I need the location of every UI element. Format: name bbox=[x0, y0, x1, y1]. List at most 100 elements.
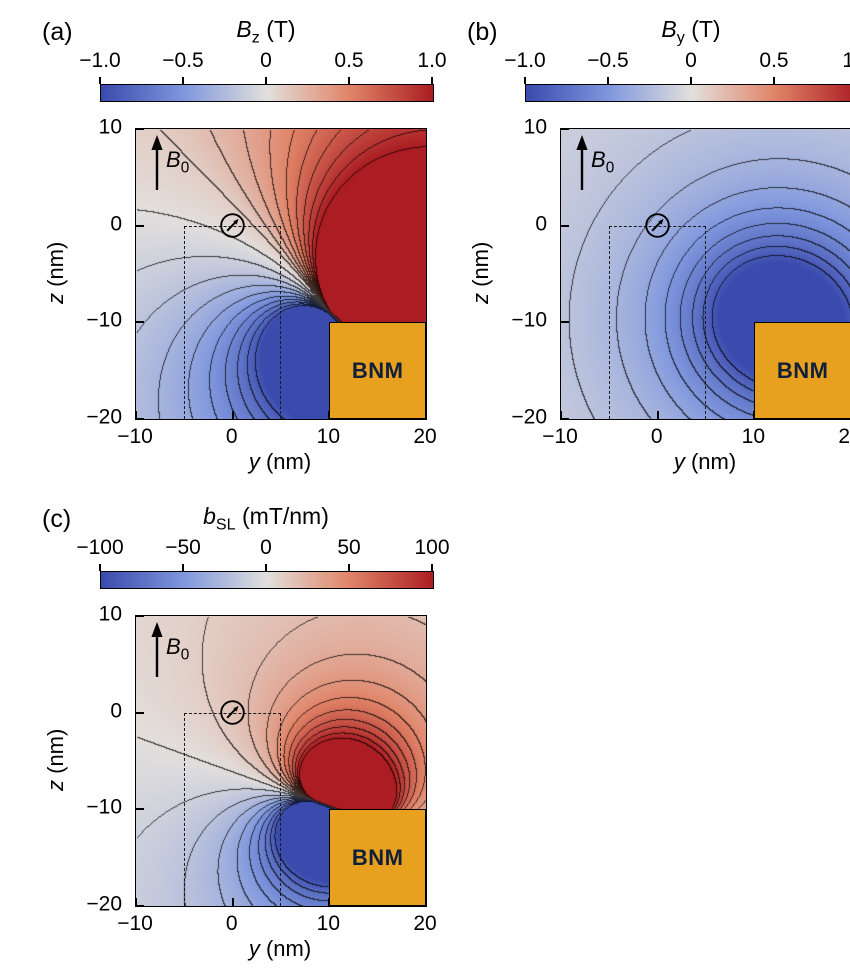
plot-area: BNM B0 bbox=[135, 615, 427, 907]
colorbar-tick bbox=[524, 77, 526, 84]
panel-a: (a) Bz (T) −1.0 −0.5 0 0.5 1.0 BNM B0 10 0 −10… bbox=[40, 16, 465, 481]
bnm-block: BNM bbox=[329, 809, 426, 906]
colorbar-tick-marks bbox=[99, 564, 433, 571]
colorbar-tick-marks bbox=[524, 77, 850, 84]
x-tick-label: −10 bbox=[542, 425, 578, 448]
title-subscript: SL bbox=[215, 515, 236, 534]
colorbar bbox=[525, 84, 850, 102]
colorbar-tick bbox=[690, 77, 692, 84]
colorbar-tick-label: 0 bbox=[260, 536, 272, 559]
bnm-label: BNM bbox=[351, 844, 404, 870]
colorbar-tick-label: 0.5 bbox=[759, 49, 789, 72]
panel-letter: (a) bbox=[42, 18, 73, 46]
colorbar-tick-label: −1.0 bbox=[504, 49, 546, 72]
colorbar-tick bbox=[431, 77, 433, 84]
dashed-roi-outline bbox=[609, 225, 706, 420]
x-tick-labels: −10 0 10 20 bbox=[117, 912, 436, 938]
colorbar-title: Bz (T) bbox=[100, 16, 432, 48]
y-tick-label: 0 bbox=[535, 212, 547, 236]
b0-label: B0 bbox=[166, 147, 190, 177]
b0-label: B0 bbox=[166, 634, 190, 664]
colorbar-tick bbox=[265, 77, 267, 84]
x-tick-label: 20 bbox=[838, 425, 850, 448]
y-tick-label: −20 bbox=[86, 892, 122, 916]
title-subscript: y bbox=[676, 28, 685, 47]
colorbar-tick-labels: −100 −50 0 50 100 bbox=[76, 536, 449, 562]
colorbar-tick bbox=[182, 77, 184, 84]
colorbar-tick-labels: −1.0 −0.5 0 0.5 1.0 bbox=[504, 49, 850, 75]
x-tick-label: 10 bbox=[316, 912, 341, 935]
colorbar-tick-label: 0 bbox=[260, 49, 272, 72]
colorbar-title: By (T) bbox=[525, 16, 850, 48]
x-axis-label: y (nm) bbox=[673, 449, 737, 474]
y-tick-label: −10 bbox=[86, 795, 122, 819]
colorbar-tick bbox=[607, 77, 609, 84]
colorbar-tick bbox=[348, 564, 350, 571]
colorbar-tick-label: 100 bbox=[414, 536, 450, 559]
title-variable: b bbox=[203, 503, 216, 529]
colorbar-tick-labels: −1.0 −0.5 0 0.5 1.0 bbox=[79, 49, 446, 75]
colorbar-tick bbox=[182, 564, 184, 571]
colorbar-tick bbox=[265, 564, 267, 571]
colorbar-title: bSL (mT/nm) bbox=[100, 503, 432, 535]
colorbar-tick-label: 1.0 bbox=[417, 49, 447, 72]
x-tick-label: −10 bbox=[117, 912, 153, 935]
colorbar-tick bbox=[773, 77, 775, 84]
y-tick-label: 10 bbox=[98, 115, 122, 139]
x-tick-label: 0 bbox=[225, 912, 238, 935]
dashed-roi-outline bbox=[184, 712, 281, 907]
title-unit: (T) bbox=[259, 16, 296, 42]
colorbar-tick-label: −0.5 bbox=[587, 49, 629, 72]
colorbar bbox=[100, 571, 434, 589]
x-tick-label: −10 bbox=[117, 425, 153, 448]
b0-arrow-icon bbox=[576, 135, 588, 190]
y-tick-labels: 10 0 −10 −20 bbox=[54, 603, 126, 916]
x-tick-labels: −10 0 10 20 bbox=[542, 425, 850, 451]
panel-b: (b) By (T) −1.0−0.500.51.0 BNM B0 100−10… bbox=[465, 16, 850, 481]
b0-arrow-icon bbox=[151, 135, 163, 190]
b0-field-annotation: B0 bbox=[148, 134, 218, 196]
colorbar-tick-label: 1.0 bbox=[842, 49, 850, 72]
y-tick-label: −20 bbox=[86, 405, 122, 429]
bnm-label: BNM bbox=[776, 357, 829, 383]
colorbar-tick-label: 0 bbox=[685, 49, 697, 72]
y-tick-label: −20 bbox=[511, 405, 547, 429]
x-tick-label: 0 bbox=[650, 425, 663, 448]
plot-area: BNM B0 bbox=[135, 128, 427, 420]
x-axis-label: y (nm) bbox=[248, 449, 312, 474]
colorbar-tick-label: −0.5 bbox=[162, 49, 204, 72]
bnm-label: BNM bbox=[351, 357, 404, 383]
colorbar bbox=[100, 84, 434, 102]
colorbar-tick-label: 0.5 bbox=[334, 49, 364, 72]
x-tick-labels: −10 0 10 20 bbox=[117, 425, 436, 451]
panel-letter: (c) bbox=[42, 505, 72, 533]
y-axis-label: z (nm) bbox=[43, 728, 68, 792]
y-axis-label: z (nm) bbox=[468, 241, 493, 305]
colorbar-tick-label: −50 bbox=[165, 536, 201, 559]
y-tick-labels: 10 0 −10 −20 bbox=[54, 116, 126, 429]
colorbar-tick bbox=[348, 77, 350, 84]
title-variable: B bbox=[236, 16, 252, 42]
y-tick-label: −10 bbox=[511, 308, 547, 332]
colorbar-tick-label: 50 bbox=[337, 536, 361, 559]
x-axis-label: y (nm) bbox=[248, 936, 312, 961]
bnm-block: BNM bbox=[754, 322, 850, 419]
b0-label: B0 bbox=[591, 147, 615, 177]
title-variable: B bbox=[661, 16, 677, 42]
y-tick-label: 10 bbox=[523, 115, 547, 139]
panel-letter: (b) bbox=[467, 18, 498, 46]
colorbar-tick bbox=[99, 564, 101, 571]
title-unit: (mT/nm) bbox=[235, 503, 329, 529]
y-tick-labels: 10 0 −10 −20 bbox=[479, 116, 551, 429]
y-tick-label: 10 bbox=[98, 602, 122, 626]
bnm-block: BNM bbox=[329, 322, 426, 419]
y-tick-label: 0 bbox=[110, 699, 122, 723]
x-tick-label: 20 bbox=[413, 425, 437, 448]
panel-c: (c) bSL (mT/nm) −100 −50 0 50 100 BNM B0 10 0… bbox=[40, 503, 465, 968]
x-tick-label: 0 bbox=[225, 425, 238, 448]
b0-field-annotation: B0 bbox=[148, 621, 218, 683]
x-tick-label: 20 bbox=[413, 912, 437, 935]
title-unit: (T) bbox=[684, 16, 721, 42]
y-tick-label: −10 bbox=[86, 308, 122, 332]
colorbar-tick-label: −1.0 bbox=[79, 49, 121, 72]
